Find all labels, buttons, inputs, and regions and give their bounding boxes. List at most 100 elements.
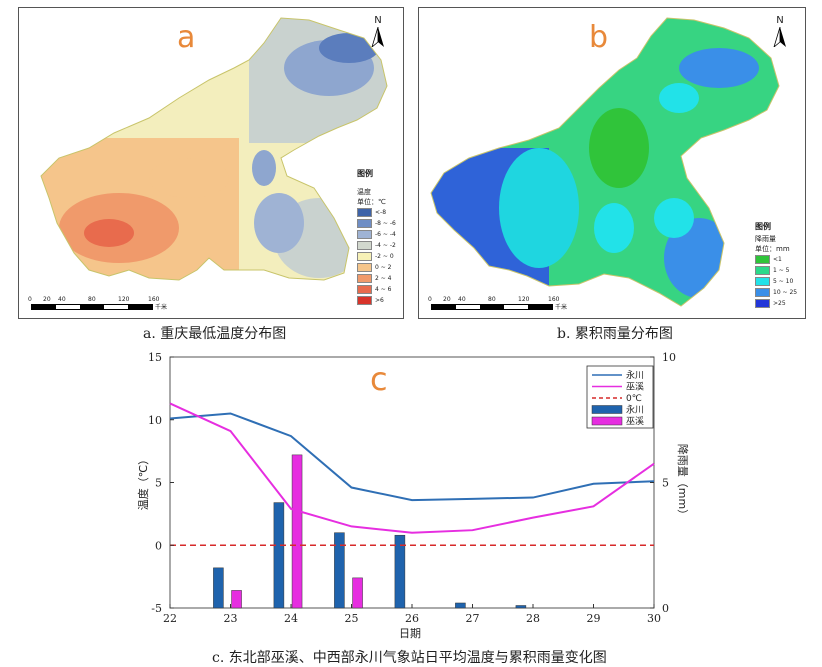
y-axis-right-label: 降雨量（mm） [676,444,690,520]
legend-swatch [755,255,770,264]
legend-swatch [357,230,372,239]
legend-subtitle: 降雨量 [755,235,776,243]
scale-label: 80 [488,296,496,303]
scale-labels: 0 20 40 80 120 160 [28,296,181,304]
legend-label: 4 ~ 6 [375,286,392,293]
north-arrow-icon [371,27,384,47]
rain-bar-wuxi [291,454,303,609]
temperature-lines [169,402,655,546]
x-axis-label: 日期 [399,627,421,640]
legend-row: <-8 [357,207,396,218]
legend-row: 2 ~ 4 [357,273,396,284]
legend-row: >6 [357,295,396,306]
legend-row: -8 ~ -6 [357,218,396,229]
legend-label: <-8 [375,209,387,216]
legend-unit: 单位：mm [755,245,790,253]
y-left-tick-label: 10 [148,414,162,427]
temperature-line-wuxi [169,402,655,534]
panel-letter-b: b [589,20,609,55]
legend-row: <1 [755,254,797,265]
scale-labels: 0 20 40 80 120 160 [428,296,581,304]
legend-swatch [357,219,372,228]
legend-swatch [755,266,770,275]
legend-label: 永川 [626,404,644,416]
map-panel-b: b N 图例 降雨量 单位：mm <1 1 ~ 5 5 ~ 10 10 ~ 25 >25… [418,7,806,319]
legend-swatch [755,277,770,286]
legend-label: 5 ~ 10 [773,278,794,285]
legend-swatch [591,405,623,414]
legend-row: >25 [755,298,797,309]
axis-ticks: 22 23 24 25 26 27 28 29 30 -5 0 5 10 15 0 5 10 [148,351,676,625]
legend-swatch [755,299,770,308]
rain-bar-yongchuan [455,602,466,609]
scale-unit: 千米 [155,304,168,311]
y-left-tick-label: 5 [155,477,162,490]
scale-track [431,304,553,310]
caption-c: c. 东北部巫溪、中西部永川气象站日平均温度与累积雨量变化图 [212,650,607,666]
legend-label: 永川 [626,369,644,381]
scale-label: 40 [58,296,66,303]
legend-swatch [357,274,372,283]
y-left-tick-label: 0 [155,539,162,552]
legend-label: 0℃ [626,394,642,404]
y-left-tick-label: 15 [148,351,162,364]
scale-label: 0 [28,296,32,303]
legend-subtitle: 温度 [357,188,371,196]
legend-row: 5 ~ 10 [755,276,797,287]
rain-bar-yongchuan [273,502,285,609]
map-panel-a: a N 图例 温度 单位：℃ <-8 -8 ~ -6 -6 ~ -4 -4 ~ -2 -… [18,7,404,319]
legend-label: >25 [773,300,786,307]
x-tick-label: 30 [647,612,661,625]
rain-bar-yongchuan [394,534,406,609]
x-tick-label: 27 [466,612,480,625]
legend-title: 图例 [755,222,771,231]
y-right-tick-label: 10 [662,351,676,364]
legend-swatch [357,252,372,261]
legend-label: -8 ~ -6 [375,220,396,227]
legend-swatch [357,285,372,294]
legend-a: 图例 温度 单位：℃ <-8 -8 ~ -6 -6 ~ -4 -4 ~ -2 -2 ~ … [357,168,396,306]
x-tick-label: 29 [587,612,601,625]
scale-label: 160 [548,296,560,303]
legend-label: 0 ~ 2 [375,264,392,271]
legend-swatch [755,288,770,297]
x-tick-label: 24 [284,612,298,625]
rain-bars [213,454,527,609]
north-arrow-b: N [769,16,791,47]
legend-row: 1 ~ 5 [755,265,797,276]
scale-label: 120 [118,296,130,303]
rain-bar-yongchuan [515,605,527,609]
panel-letter-c: c [370,360,388,398]
temperature-line-yongchuan [169,412,655,502]
temperature-map [40,17,388,281]
y-right-tick-label: 0 [662,602,669,615]
legend-label: <1 [773,256,782,263]
legend-label: >6 [375,297,384,304]
legend-b: 图例 降雨量 单位：mm <1 1 ~ 5 5 ~ 10 10 ~ 25 >25 [755,221,797,309]
north-arrow-icon [773,27,786,47]
legend-items: <-8 -8 ~ -6 -6 ~ -4 -4 ~ -2 -2 ~ 0 0 ~ 2 2 ~ 4… [357,207,396,306]
legend-label: -4 ~ -2 [375,242,396,249]
legend-swatch [357,263,372,272]
rain-bar-yongchuan [334,532,345,609]
legend-row: 4 ~ 6 [357,284,396,295]
legend-label: 巫溪 [626,415,644,427]
x-tick-label: 28 [526,612,540,625]
scale-bar-a: 0 20 40 80 120 160 千米 [28,296,181,311]
scale-label: 160 [148,296,160,303]
legend-label: 2 ~ 4 [375,275,392,282]
rainfall-map [430,17,780,307]
legend-swatch [357,296,372,305]
plot-area [169,356,655,609]
caption-b: b. 累积雨量分布图 [557,326,673,342]
legend-label: -6 ~ -4 [375,231,396,238]
y-axis-left-label: 温度（℃） [136,454,150,510]
north-arrow-a: N [367,16,389,47]
x-tick-label: 23 [224,612,238,625]
rain-bar-wuxi [231,590,242,609]
x-tick-label: 26 [405,612,419,625]
rain-bar-yongchuan [213,567,224,609]
legend-swatch [591,416,623,426]
